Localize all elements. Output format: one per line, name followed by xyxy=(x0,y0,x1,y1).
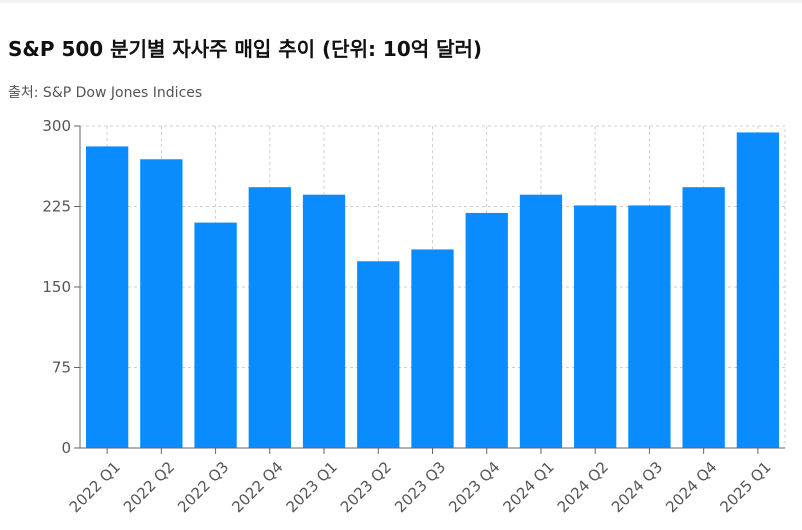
x-tick-label: 2023 Q1 xyxy=(283,458,341,516)
bar xyxy=(628,205,671,448)
y-tick-label: 225 xyxy=(42,198,71,216)
x-tick-label: 2024 Q3 xyxy=(608,458,666,516)
bar xyxy=(357,261,400,448)
bar xyxy=(736,132,780,448)
axes xyxy=(74,125,785,454)
bar xyxy=(140,159,183,449)
bar xyxy=(194,222,237,448)
x-tick-label: 2025 Q1 xyxy=(716,458,774,516)
bars xyxy=(85,132,780,449)
bar xyxy=(248,187,291,448)
x-tick-label: 2022 Q4 xyxy=(228,458,286,516)
y-tick-label: 0 xyxy=(61,439,71,457)
bar xyxy=(574,205,617,448)
y-tick-label: 150 xyxy=(42,278,71,296)
x-tick-label: 2023 Q2 xyxy=(337,458,395,516)
top-divider xyxy=(0,0,802,3)
bar xyxy=(302,194,346,448)
bar xyxy=(85,146,129,449)
x-tick-label: 2024 Q1 xyxy=(500,458,558,516)
x-tick-label: 2022 Q3 xyxy=(174,458,232,516)
bar xyxy=(411,249,454,448)
bar xyxy=(519,194,563,448)
y-tick-label: 300 xyxy=(42,117,71,135)
x-tick-label: 2024 Q4 xyxy=(662,458,720,516)
x-tick-label: 2023 Q3 xyxy=(391,458,449,516)
bar xyxy=(465,212,508,448)
chart-source: 출처: S&P Dow Jones Indices xyxy=(8,85,203,101)
x-tick-label: 2022 Q2 xyxy=(120,458,178,516)
y-tick-label: 75 xyxy=(52,359,71,377)
x-tick-label: 2024 Q2 xyxy=(554,458,612,516)
bar xyxy=(682,187,725,448)
chart-title: S&P 500 분기별 자사주 매입 추이 (단위: 10억 달러) xyxy=(8,37,483,61)
x-tick-label: 2022 Q1 xyxy=(66,458,124,516)
x-tick-label: 2023 Q4 xyxy=(445,458,503,516)
